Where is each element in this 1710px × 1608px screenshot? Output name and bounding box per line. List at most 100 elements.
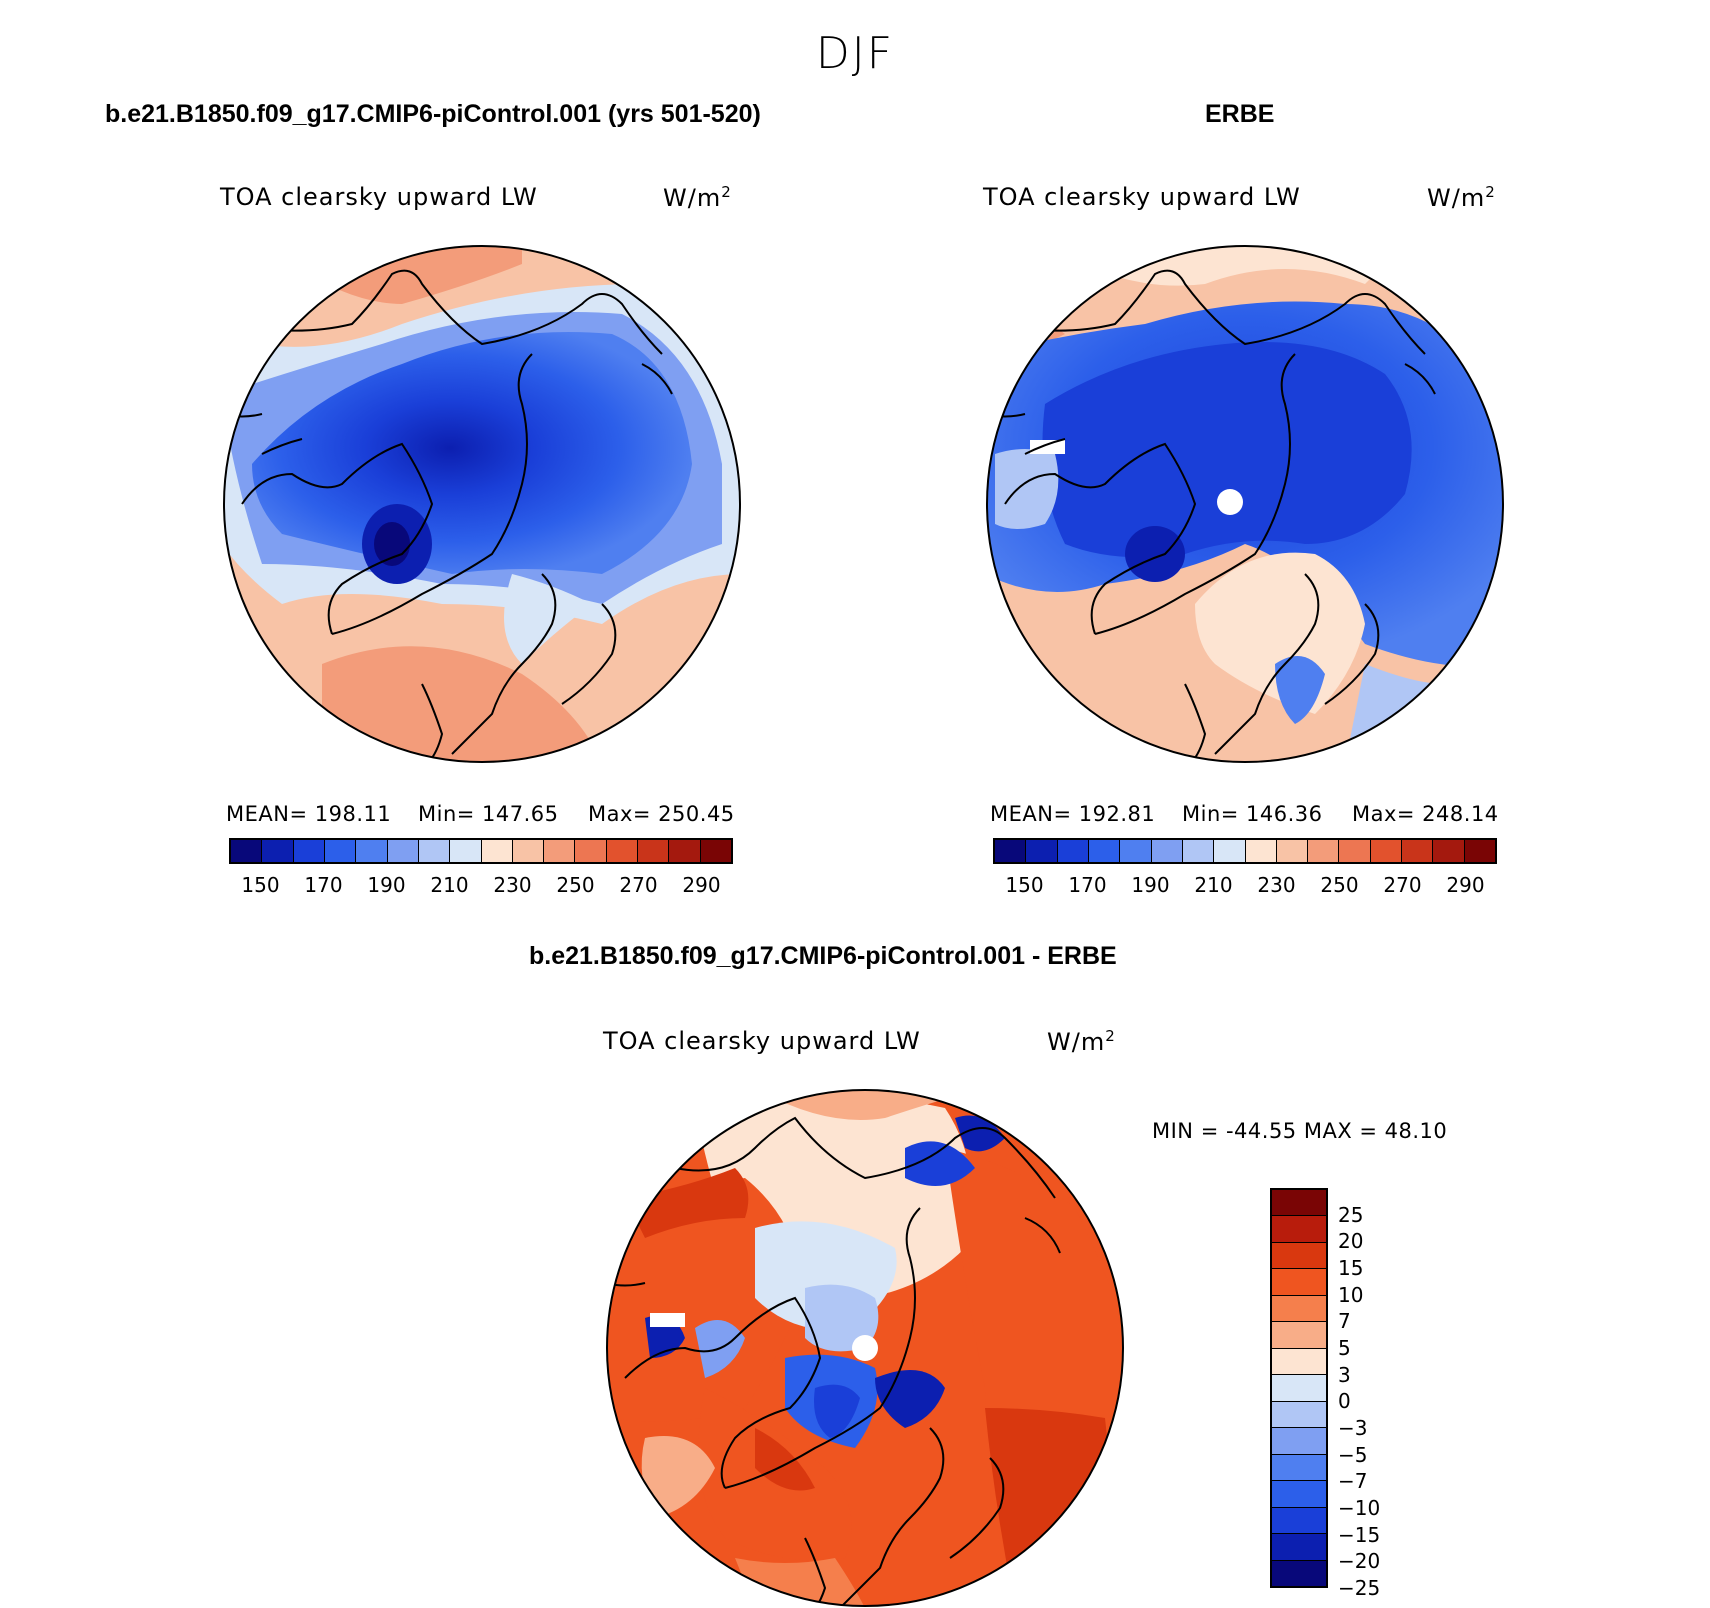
colorbar-tick-label: −5: [1338, 1442, 1368, 1467]
obs-colorbar-labels: 150 170 190 210 230 250 270 290: [993, 873, 1497, 899]
colorbar-swatch: [1088, 840, 1121, 862]
colorbar-swatch: [1245, 840, 1277, 862]
obs-mean-stat: MEAN= 192.81: [990, 802, 1156, 826]
colorbar-swatch: [1370, 840, 1403, 862]
colorbar-tick-label: 270: [1383, 873, 1422, 897]
colorbar-tick-label: 15: [1338, 1256, 1364, 1280]
colorbar-tick-label: −15: [1338, 1522, 1381, 1547]
colorbar-swatch: [1057, 840, 1089, 862]
colorbar-tick-label: 170: [304, 873, 343, 897]
colorbar-swatch: [669, 840, 701, 862]
colorbar-swatch: [481, 840, 513, 862]
colorbar-tick-label: 190: [367, 873, 406, 897]
colorbar-tick-label: 210: [1194, 873, 1233, 897]
colorbar-swatch: [387, 840, 419, 862]
colorbar-swatch: [1026, 840, 1058, 862]
model-colorbar: [229, 838, 733, 864]
colorbar-swatch: [1182, 840, 1215, 862]
colorbar-tick-label: −25: [1338, 1576, 1381, 1600]
colorbar-swatch: [1276, 840, 1309, 862]
colorbar-swatch: [1464, 840, 1495, 862]
colorbar-swatch: [1272, 1454, 1326, 1482]
colorbar-swatch: [1272, 1534, 1326, 1561]
colorbar-swatch: [1272, 1428, 1326, 1455]
colorbar-swatch: [1339, 840, 1371, 862]
obs-units-label: W/m2: [1427, 183, 1496, 212]
obs-polar-map: [986, 245, 1504, 763]
colorbar-swatch: [231, 840, 263, 862]
colorbar-swatch: [700, 840, 731, 862]
model-units-label: W/m2: [663, 183, 732, 212]
model-variable-label: TOA clearsky upward LW: [220, 183, 538, 211]
diff-colorbar: [1270, 1188, 1328, 1588]
colorbar-swatch: [1272, 1507, 1326, 1535]
diff-panel-title: b.e21.B1850.f09_g17.CMIP6-piControl.001 …: [529, 942, 1117, 970]
colorbar-tick-label: 290: [1446, 873, 1485, 897]
colorbar-swatch: [1272, 1322, 1326, 1349]
colorbar-swatch: [1433, 840, 1465, 862]
colorbar-swatch: [544, 840, 576, 862]
colorbar-tick-label: 150: [241, 873, 280, 897]
colorbar-tick-label: 7: [1338, 1309, 1351, 1334]
colorbar-tick-label: 10: [1338, 1282, 1364, 1307]
colorbar-tick-label: −7: [1338, 1469, 1368, 1494]
obs-variable-label: TOA clearsky upward LW: [983, 183, 1301, 211]
colorbar-swatch: [262, 840, 294, 862]
colorbar-tick-label: 5: [1338, 1336, 1351, 1360]
colorbar-swatch: [1272, 1481, 1326, 1508]
model-polar-map: [223, 245, 741, 763]
diff-colorbar-labels: 25 20 15 10 7 5 3 0 −3 −5 −7 −10 −15 −20 −25: [1338, 1188, 1398, 1600]
colorbar-tick-label: 25: [1338, 1202, 1364, 1227]
colorbar-swatch: [1151, 840, 1183, 862]
model-panel-title: b.e21.B1850.f09_g17.CMIP6-piControl.001 …: [105, 100, 761, 128]
diff-minmax-stat: MIN = -44.55 MAX = 48.10: [1152, 1119, 1448, 1143]
obs-min-stat: Min= 146.36: [1182, 802, 1323, 826]
model-mean-stat: MEAN= 198.11: [226, 802, 392, 826]
colorbar-swatch: [1272, 1401, 1326, 1429]
colorbar-swatch: [638, 840, 670, 862]
colorbar-swatch: [995, 840, 1027, 862]
colorbar-tick-label: 170: [1068, 873, 1107, 897]
colorbar-swatch: [356, 840, 388, 862]
colorbar-tick-label: 230: [1257, 873, 1296, 897]
colorbar-swatch: [1272, 1190, 1326, 1217]
colorbar-swatch: [1272, 1560, 1326, 1587]
diff-units-label: W/m2: [1047, 1027, 1116, 1056]
colorbar-swatch: [1308, 840, 1340, 862]
obs-max-stat: Max= 248.14: [1352, 802, 1499, 826]
obs-colorbar: [993, 838, 1497, 864]
colorbar-swatch: [1272, 1216, 1326, 1243]
colorbar-swatch: [1272, 1348, 1326, 1376]
colorbar-tick-label: −10: [1338, 1496, 1381, 1520]
colorbar-tick-label: 210: [430, 873, 469, 897]
colorbar-tick-label: −3: [1338, 1416, 1368, 1440]
obs-panel-title: ERBE: [1205, 100, 1275, 128]
colorbar-swatch: [1402, 840, 1434, 862]
colorbar-swatch: [1214, 840, 1246, 862]
colorbar-swatch: [418, 840, 451, 862]
colorbar-swatch: [512, 840, 545, 862]
colorbar-tick-label: −20: [1338, 1549, 1381, 1574]
colorbar-tick-label: 190: [1131, 873, 1170, 897]
model-max-stat: Max= 250.45: [588, 802, 735, 826]
diff-polar-map: [606, 1089, 1124, 1607]
colorbar-swatch: [1272, 1269, 1326, 1296]
colorbar-tick-label: 270: [619, 873, 658, 897]
colorbar-swatch: [606, 840, 639, 862]
colorbar-tick-label: 290: [682, 873, 721, 897]
colorbar-tick-label: 230: [493, 873, 532, 897]
colorbar-tick-label: 0: [1338, 1389, 1351, 1414]
colorbar-swatch: [324, 840, 357, 862]
colorbar-tick-label: 250: [1320, 873, 1359, 897]
colorbar-tick-label: 3: [1338, 1362, 1351, 1387]
model-colorbar-labels: 150 170 190 210 230 250 270 290: [229, 873, 733, 899]
colorbar-swatch: [1272, 1375, 1326, 1402]
colorbar-swatch: [575, 840, 607, 862]
colorbar-tick-label: 150: [1005, 873, 1044, 897]
colorbar-tick-label: 20: [1338, 1229, 1364, 1254]
figure-title: DJF: [815, 28, 895, 79]
colorbar-swatch: [1120, 840, 1152, 862]
diff-variable-label: TOA clearsky upward LW: [603, 1027, 921, 1055]
model-min-stat: Min= 147.65: [418, 802, 559, 826]
colorbar-swatch: [1272, 1242, 1326, 1270]
